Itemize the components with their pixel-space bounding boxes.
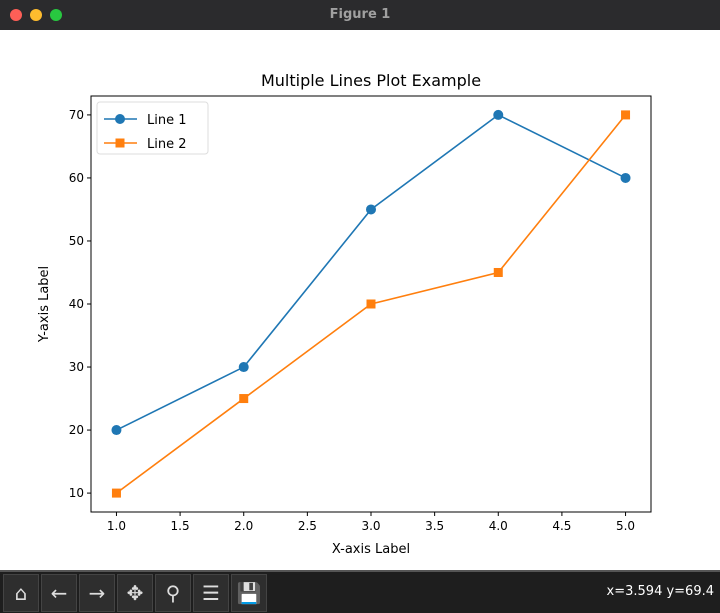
- x-tick-label: 3.0: [361, 519, 380, 533]
- x-tick-label: 2.0: [234, 519, 253, 533]
- data-point: [239, 394, 249, 404]
- data-point: [238, 362, 249, 373]
- x-tick-label: 2.5: [298, 519, 317, 533]
- x-tick-label: 3.5: [425, 519, 444, 533]
- x-tick-label: 4.0: [489, 519, 508, 533]
- home-button[interactable]: ⌂: [3, 574, 39, 612]
- legend-label: Line 2: [147, 137, 187, 152]
- configure-subplots-button[interactable]: ☰: [193, 574, 229, 612]
- cursor-coordinates: x=3.594 y=69.4: [606, 584, 714, 599]
- y-tick-label: 30: [69, 360, 84, 374]
- close-button[interactable]: [10, 9, 22, 21]
- data-point: [366, 299, 376, 309]
- zoom-icon: ⚲: [165, 581, 181, 605]
- data-point: [621, 110, 631, 120]
- legend-box: [96, 101, 209, 155]
- window-title: Figure 1: [329, 7, 391, 22]
- window-titlebar: Figure 1: [0, 0, 720, 30]
- chart-title: Multiple Lines Plot Example: [261, 71, 481, 90]
- y-tick-label: 10: [69, 486, 84, 500]
- save-icon: 💾: [236, 581, 262, 605]
- data-point: [366, 204, 376, 215]
- legend-label: Line 1: [147, 113, 187, 128]
- toolbar: x=3.594 y=69.4 ⌂ ← → ✥ ⚲ ☰ 💾: [0, 570, 720, 613]
- y-tick-label: 20: [69, 423, 84, 437]
- y-tick-label: 50: [69, 234, 84, 248]
- back-arrow-button[interactable]: ←: [41, 574, 77, 612]
- legend-marker: [115, 138, 125, 148]
- x-tick-label: 1.5: [171, 519, 190, 533]
- x-axis-label: X-axis Label: [332, 542, 410, 557]
- legend-marker: [115, 114, 125, 124]
- home-icon: ⌂: [14, 581, 28, 605]
- data-point: [493, 109, 504, 120]
- x-tick-label: 4.5: [552, 519, 571, 533]
- pan-icon: ✥: [126, 581, 144, 605]
- data-point: [111, 425, 122, 436]
- pan-button[interactable]: ✥: [117, 574, 153, 612]
- y-tick-label: 40: [69, 297, 84, 311]
- save-button[interactable]: 💾: [231, 574, 267, 612]
- data-point: [111, 488, 121, 498]
- forward-arrow-icon: →: [88, 581, 106, 605]
- zoom-button[interactable]: ⚲: [155, 574, 191, 612]
- y-tick-label: 60: [69, 171, 84, 185]
- x-tick-label: 5.0: [616, 519, 635, 533]
- data-point: [620, 172, 631, 183]
- y-axis-label: Y-axis Label: [37, 266, 52, 343]
- minimize-button[interactable]: [30, 9, 42, 21]
- back-arrow-icon: ←: [50, 581, 68, 605]
- maximize-button[interactable]: [50, 9, 62, 21]
- x-tick-label: 1.0: [107, 519, 126, 533]
- configure-subplots-icon: ☰: [202, 581, 220, 605]
- chart: Multiple Lines Plot Example X-axis Label Y…: [37, 71, 652, 557]
- forward-arrow-button[interactable]: →: [79, 574, 115, 612]
- y-tick-label: 70: [69, 108, 84, 122]
- data-point: [493, 267, 503, 277]
